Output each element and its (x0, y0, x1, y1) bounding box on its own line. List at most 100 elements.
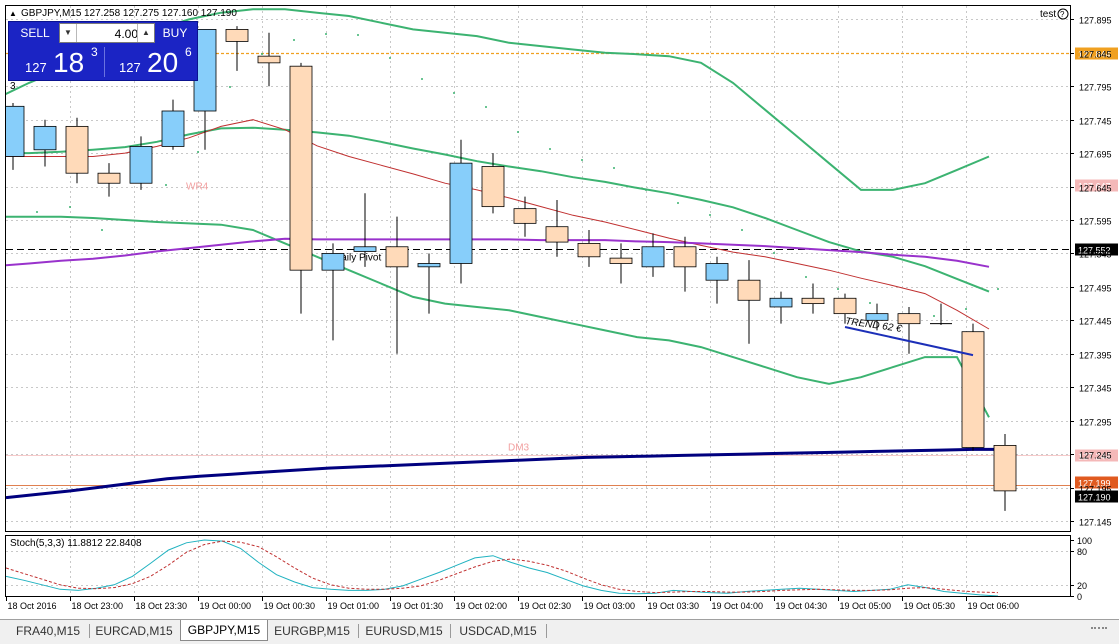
tab-separator (358, 624, 359, 638)
candle-body-bull (353, 246, 377, 252)
price-level-badge (1075, 179, 1118, 192)
price-level-value: 127.647 (1078, 182, 1111, 192)
lot-decrease-icon[interactable]: ▼ (60, 24, 77, 42)
sar-dot (197, 151, 199, 153)
time-tick-label: 18 Oct 2016 (8, 601, 57, 611)
candle-body-bull (705, 263, 729, 281)
time-tick-label: 19 Oct 00:00 (200, 601, 252, 611)
indicator-line (6, 237, 990, 268)
candle-body-bear (609, 257, 633, 264)
price-tick-label: 127.145 (1079, 518, 1112, 528)
lot-increase-icon[interactable]: ▲ (137, 24, 154, 42)
stoch-tick-label: 80 (1077, 547, 1087, 557)
price-chart[interactable]: 127.844 127.647 WR4 127.552 Daily Pivot 127.2… (0, 0, 1119, 619)
sar-dot (325, 33, 327, 35)
indicator-line (6, 215, 990, 418)
sar-dot (293, 39, 295, 41)
candle-body-bear (545, 226, 569, 243)
price-tick-label: 127.295 (1079, 418, 1112, 428)
buy-price-big: 20 (147, 47, 179, 78)
svg-text:?: ? (1060, 10, 1065, 19)
price-tick-label: 127.595 (1079, 217, 1112, 227)
sar-dot (965, 308, 967, 310)
tab-eurcad[interactable]: EURCAD,M15 (95, 624, 173, 638)
lot-size-field: ▼ ▲ (59, 23, 155, 44)
sar-dot (997, 288, 999, 290)
price-level-value: 127.190 (1078, 493, 1111, 503)
candle-body-bull (449, 162, 473, 264)
time-tick-label: 18 Oct 23:00 (72, 601, 124, 611)
tab-eurusd[interactable]: EURUSD,M15 (365, 624, 443, 638)
candle-body-bear (577, 243, 601, 258)
sell-button[interactable]: SELL (20, 26, 50, 40)
chart-ohlc: 127.258 127.275 127.160 127.190 (84, 8, 237, 19)
stoch-tick-label: 100 (1077, 536, 1092, 546)
sar-dot (485, 106, 487, 108)
candle-body-bull (161, 110, 185, 147)
trend-line[interactable] (844, 326, 974, 357)
indicator-line (6, 447, 1005, 500)
tab-eurgbp[interactable]: EURGBP,M15 (274, 624, 350, 638)
time-tick-label: 19 Oct 02:00 (456, 601, 508, 611)
price-tick-label: 127.245 (1079, 451, 1112, 461)
buy-button[interactable]: BUY (162, 26, 188, 40)
account-help-icon[interactable]: ? (1057, 8, 1069, 20)
axes: 127.895 127.845 127.795 127.745 127.695 127.6… (6, 16, 1112, 611)
sar-dot (421, 78, 423, 80)
price-level-badge (1075, 476, 1118, 489)
sar-dot (869, 302, 871, 304)
sell-price-big: 18 (53, 47, 85, 78)
time-tick-label: 19 Oct 04:00 (712, 601, 764, 611)
sar-dot (453, 92, 455, 94)
sar-dot (101, 229, 103, 231)
price-tick-label: 127.695 (1079, 150, 1112, 160)
sar-dot (709, 214, 711, 216)
stoch-signal-line (6, 540, 999, 594)
time-tick-label: 19 Oct 02:30 (520, 601, 572, 611)
price-tick-label: 127.445 (1079, 317, 1112, 327)
time-tick-label: 19 Oct 03:30 (648, 601, 700, 611)
stoch-plot-frame (5, 535, 1071, 597)
candle-body-bull (129, 146, 153, 184)
candle-body-bull (417, 263, 441, 268)
grid (6, 6, 1070, 596)
sar-dot (229, 86, 231, 88)
time-tick-label: 19 Oct 06:00 (968, 601, 1020, 611)
tab-separator (450, 624, 451, 638)
sar-dot (517, 131, 519, 133)
buy-price-fraction: 6 (185, 45, 192, 59)
sar-dot (837, 288, 839, 290)
sar-dot (933, 315, 935, 317)
sar-dot (261, 53, 263, 55)
time-tick-label: 19 Oct 01:30 (392, 601, 444, 611)
sell-price-quote[interactable]: 127 18 3 (11, 45, 103, 78)
price-tick-label: 127.745 (1079, 117, 1112, 127)
chart-title-arrow: ▲ (9, 9, 17, 18)
price-tick-label: 127.645 (1079, 184, 1112, 194)
buy-price-quote[interactable]: 127 20 6 (105, 45, 195, 78)
candle-body-bull (865, 313, 889, 321)
price-tick-label: 127.195 (1079, 485, 1112, 495)
tab-usdcad[interactable]: USDCAD,M15 (459, 624, 537, 638)
sar-dot (613, 167, 615, 169)
price-tick-label: 127.495 (1079, 284, 1112, 294)
tab-separator (89, 624, 90, 638)
tab-gbpjpy[interactable]: GBPJPY,M15 (180, 620, 268, 641)
candle-body-bear (833, 297, 857, 315)
tab-fra40[interactable]: FRA40,M15 (15, 624, 81, 638)
chart-tab-bar: FRA40,M15 EURCAD,M15 GBPJPY,M15 EURGBP,M… (0, 619, 1119, 644)
candles (6, 26, 1017, 511)
price-level-value: 127.244 (1078, 452, 1111, 462)
level-label: WR4 (186, 182, 209, 193)
candle-body-bear (97, 172, 121, 184)
lot-size-input[interactable] (76, 24, 142, 44)
price-tick-label: 127.545 (1079, 250, 1112, 260)
sar-dot (357, 34, 359, 36)
price-tick-label: 127.395 (1079, 351, 1112, 361)
chart-symbol-title: GBPJPY,M15 (21, 8, 82, 19)
tab-separator (546, 624, 547, 638)
candle-body-bull (6, 105, 25, 157)
candle-body-bear (65, 125, 89, 174)
sar-dot (69, 206, 71, 208)
tab-scroll-grip-icon[interactable] (1091, 627, 1107, 637)
